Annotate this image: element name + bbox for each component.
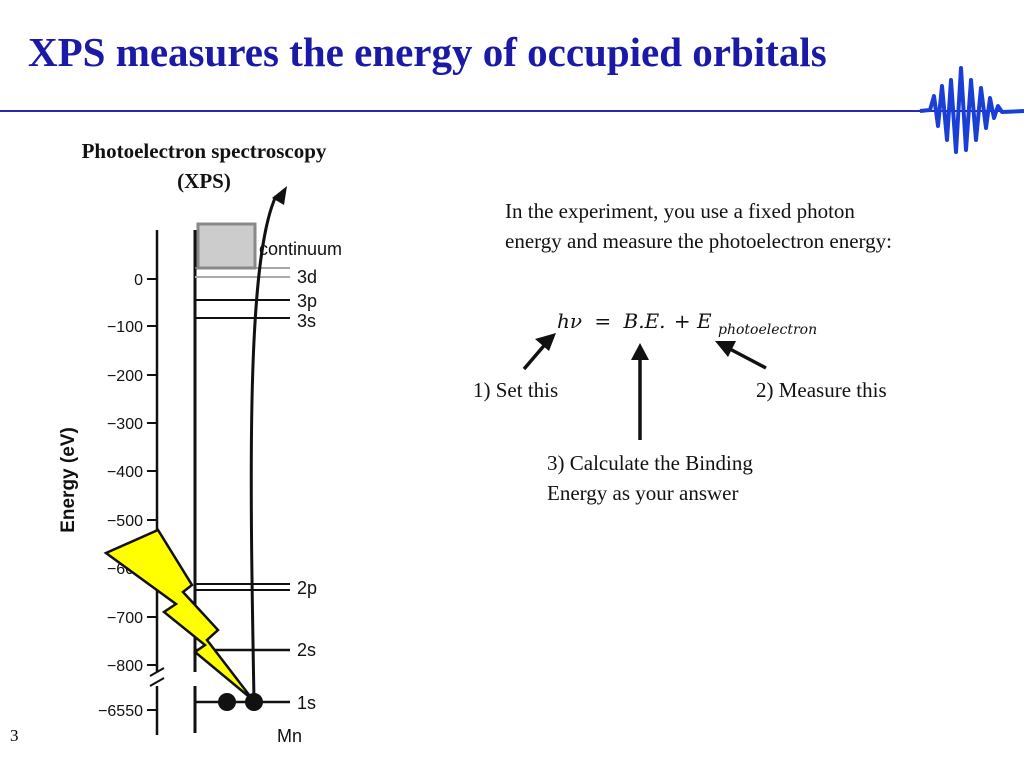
tick-label-800: −800 bbox=[107, 658, 143, 675]
tick-label-6550: −6550 bbox=[98, 703, 143, 720]
level-1s-label: 1s bbox=[297, 693, 316, 713]
level-3s-label: 3s bbox=[297, 311, 316, 331]
calculate-line1: 3) Calculate the Binding bbox=[547, 451, 753, 475]
element-label: Mn bbox=[277, 726, 302, 746]
tick-label-100: −100 bbox=[107, 319, 143, 336]
tick-label-0: 0 bbox=[134, 272, 143, 289]
continuum-box bbox=[196, 222, 257, 270]
electron-dot bbox=[245, 693, 263, 711]
electron-path bbox=[249, 195, 278, 701]
level-3d-label: 3d bbox=[297, 267, 317, 287]
page-number: 3 bbox=[10, 726, 19, 745]
tick-label-300: −300 bbox=[107, 416, 143, 433]
intro-line2: energy and measure the photoelectron ene… bbox=[505, 229, 892, 253]
level-3p-label: 3p bbox=[297, 291, 317, 311]
level-2p-label: 2p bbox=[297, 578, 317, 598]
calculate-line2: Energy as your answer bbox=[547, 481, 739, 505]
set-this-label: 1) Set this bbox=[473, 378, 559, 402]
wave-logo-icon bbox=[919, 66, 1024, 154]
measure-this-label: 2) Measure this bbox=[756, 378, 887, 402]
slide-title: XPS measures the energy of occupied orbi… bbox=[28, 29, 827, 75]
subtitle-line2: (XPS) bbox=[177, 169, 231, 193]
axis-label: Energy (eV) bbox=[58, 427, 79, 533]
arrow-to-hv-icon bbox=[535, 333, 556, 351]
arrow-to-ephoto-icon bbox=[715, 341, 736, 357]
subtitle-line1: Photoelectron spectroscopy bbox=[81, 139, 327, 163]
level-2s-label: 2s bbox=[297, 640, 316, 660]
title-divider bbox=[0, 110, 1024, 112]
tick-label-500: −500 bbox=[107, 513, 143, 530]
equation: hν = B.E. + E photoelectron bbox=[557, 309, 817, 338]
continuum-label: continuum bbox=[259, 239, 342, 259]
arrow-to-be-icon bbox=[631, 343, 649, 360]
tick-label-400: −400 bbox=[107, 464, 143, 481]
electron-dot bbox=[218, 693, 236, 711]
intro-line1: In the experiment, you use a fixed photo… bbox=[505, 199, 855, 223]
lightning-bolt-icon bbox=[103, 528, 254, 701]
tick-label-200: −200 bbox=[107, 368, 143, 385]
electron-path-arrowhead-icon bbox=[272, 186, 287, 205]
tick-label-700: −700 bbox=[107, 610, 143, 627]
